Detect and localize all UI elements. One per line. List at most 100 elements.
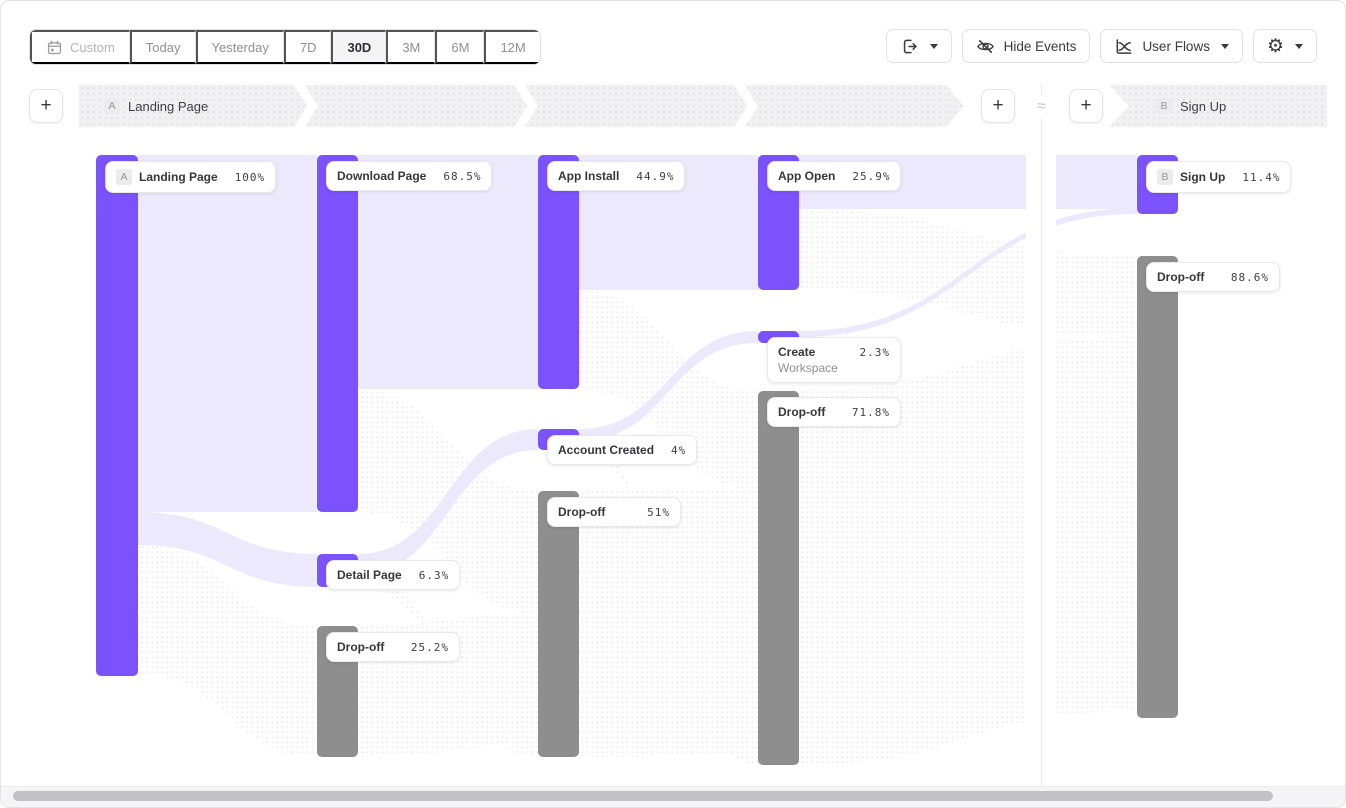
view-mode-button[interactable]: User Flows bbox=[1100, 29, 1243, 63]
step-a-badge: A bbox=[104, 98, 120, 114]
hide-events-button[interactable]: Hide Events bbox=[961, 29, 1091, 63]
flow-account-to-drop3 bbox=[579, 441, 758, 765]
date-range-yesterday[interactable]: Yesterday bbox=[195, 30, 284, 64]
hide-events-label: Hide Events bbox=[1003, 38, 1077, 54]
node-percent: 88.6% bbox=[1230, 270, 1269, 284]
export-icon bbox=[900, 37, 919, 56]
date-range-label: 30D bbox=[347, 39, 372, 55]
node-percent: 6.3% bbox=[418, 568, 450, 582]
step-b-label: Sign Up bbox=[1180, 98, 1227, 114]
flow-landing-to-download bbox=[138, 155, 317, 512]
date-range-label: Custom bbox=[70, 39, 115, 55]
node-name: Landing Page bbox=[139, 170, 218, 184]
node-label-download[interactable]: Download Page 68.5% bbox=[326, 161, 493, 191]
node-label-workspace[interactable]: Create 2.3% Workspace bbox=[767, 337, 901, 383]
node-label-landing[interactable]: A Landing Page 100% bbox=[105, 161, 277, 193]
date-range-12m[interactable]: 12M bbox=[484, 30, 540, 64]
node-percent: 51% bbox=[647, 505, 670, 519]
flow-detail-to-drop2 bbox=[358, 575, 538, 757]
node-name: Create bbox=[778, 345, 816, 359]
node-name: Sign Up bbox=[1180, 170, 1226, 184]
step-chevron-separator bbox=[734, 85, 758, 127]
node-name: App Install bbox=[558, 169, 620, 183]
flow-landing-to-drop1 bbox=[138, 545, 317, 757]
node-label-open[interactable]: App Open 25.9% bbox=[767, 161, 902, 191]
step-b-badge: B bbox=[1156, 98, 1172, 114]
node-name: Drop-off bbox=[337, 640, 385, 654]
flow-open-to-drop4 bbox=[799, 209, 1137, 337]
node-label-drop2[interactable]: Drop-off 51% bbox=[547, 497, 681, 527]
date-range-today[interactable]: Today bbox=[129, 30, 196, 64]
node-badge-a: A bbox=[116, 169, 132, 185]
chevron-down-icon bbox=[929, 43, 938, 49]
sankey-node-drop2[interactable] bbox=[538, 491, 579, 757]
node-name: Drop-off bbox=[558, 505, 606, 519]
flow-account-to-workspace bbox=[579, 331, 758, 441]
sankey-node-download[interactable] bbox=[317, 155, 358, 512]
node-name: Drop-off bbox=[1157, 270, 1205, 284]
funnel-step-b-title: B Sign Up bbox=[1156, 85, 1226, 127]
node-label-signup[interactable]: B Sign Up 11.4% bbox=[1146, 161, 1292, 193]
add-step-before-b-button[interactable]: + bbox=[1069, 89, 1103, 123]
node-label-drop1[interactable]: Drop-off 25.2% bbox=[326, 632, 460, 662]
date-range-selector: Custom Today Yesterday 7D 30D 3M 6M 12M bbox=[29, 29, 541, 65]
node-percent: 71.8% bbox=[851, 405, 890, 419]
calendar-icon bbox=[46, 39, 63, 56]
sankey-node-drop3[interactable] bbox=[758, 391, 799, 765]
node-percent: 11.4% bbox=[1242, 170, 1281, 184]
chevron-down-icon bbox=[1295, 43, 1303, 49]
date-range-3m[interactable]: 3M bbox=[386, 30, 436, 64]
flow-workspace-to-signup bbox=[799, 208, 1137, 337]
funnel-step-a-title: A Landing Page bbox=[104, 85, 208, 127]
approx-connector: ≈ bbox=[1031, 95, 1052, 119]
add-step-before-button[interactable]: + bbox=[29, 89, 63, 123]
horizontal-scrollbar-thumb[interactable] bbox=[13, 791, 1273, 801]
flow-drop2-to-drop3 bbox=[579, 490, 758, 757]
node-name: Account Created bbox=[558, 443, 655, 457]
funnel-panel-divider bbox=[1041, 85, 1042, 790]
date-range-label: 7D bbox=[299, 39, 317, 55]
sankey-node-landing[interactable] bbox=[96, 155, 138, 676]
node-label-drop4[interactable]: Drop-off 88.6% bbox=[1146, 262, 1280, 292]
node-name: Detail Page bbox=[337, 568, 402, 582]
date-range-custom[interactable]: Custom bbox=[30, 30, 130, 64]
flow-landing-to-detail bbox=[138, 512, 317, 587]
sankey-node-drop4[interactable] bbox=[1137, 256, 1178, 718]
date-range-30d[interactable]: 30D bbox=[331, 30, 387, 64]
flow-detail-to-account bbox=[358, 429, 538, 575]
view-mode-label: User Flows bbox=[1142, 38, 1210, 54]
node-label-install[interactable]: App Install 44.9% bbox=[547, 161, 686, 191]
node-badge-b: B bbox=[1157, 169, 1173, 185]
horizontal-scrollbar-track[interactable] bbox=[1, 786, 1345, 807]
sankey-node-install[interactable] bbox=[538, 155, 579, 389]
node-percent: 2.3% bbox=[859, 345, 890, 359]
add-step-after-a-button[interactable]: + bbox=[981, 89, 1015, 123]
funnel-step-b-bar[interactable]: B Sign Up bbox=[1109, 85, 1327, 127]
node-label-account[interactable]: Account Created 4% bbox=[547, 435, 698, 465]
date-range-6m[interactable]: 6M bbox=[435, 30, 485, 64]
funnel-step-a-bar[interactable]: A Landing Page bbox=[79, 85, 946, 127]
node-percent: 44.9% bbox=[636, 169, 675, 183]
export-button[interactable] bbox=[885, 29, 952, 63]
eye-off-icon bbox=[976, 37, 995, 56]
node-percent: 25.9% bbox=[852, 169, 891, 183]
date-range-label: 12M bbox=[500, 39, 526, 55]
step-b-bar-notch bbox=[1109, 85, 1129, 127]
step-a-label: Landing Page bbox=[128, 98, 209, 114]
node-label-detail[interactable]: Detail Page 6.3% bbox=[326, 560, 461, 590]
step-chevron-separator bbox=[514, 85, 538, 127]
flows-icon bbox=[1114, 37, 1133, 56]
node-percent: 4% bbox=[671, 443, 687, 457]
date-range-7d[interactable]: 7D bbox=[283, 30, 332, 64]
node-name: Download Page bbox=[337, 169, 427, 183]
date-range-label: 3M bbox=[402, 39, 421, 55]
node-label-drop3[interactable]: Drop-off 71.8% bbox=[767, 397, 901, 427]
node-percent: 100% bbox=[234, 170, 266, 184]
date-range-label: Yesterday bbox=[211, 39, 269, 55]
date-range-label: Today bbox=[145, 39, 181, 55]
settings-button[interactable]: ⚙ bbox=[1252, 29, 1317, 63]
step-a-bar-arrow-tip bbox=[946, 85, 964, 127]
gear-icon: ⚙ bbox=[1266, 35, 1284, 57]
node-name: App Open bbox=[778, 169, 836, 183]
